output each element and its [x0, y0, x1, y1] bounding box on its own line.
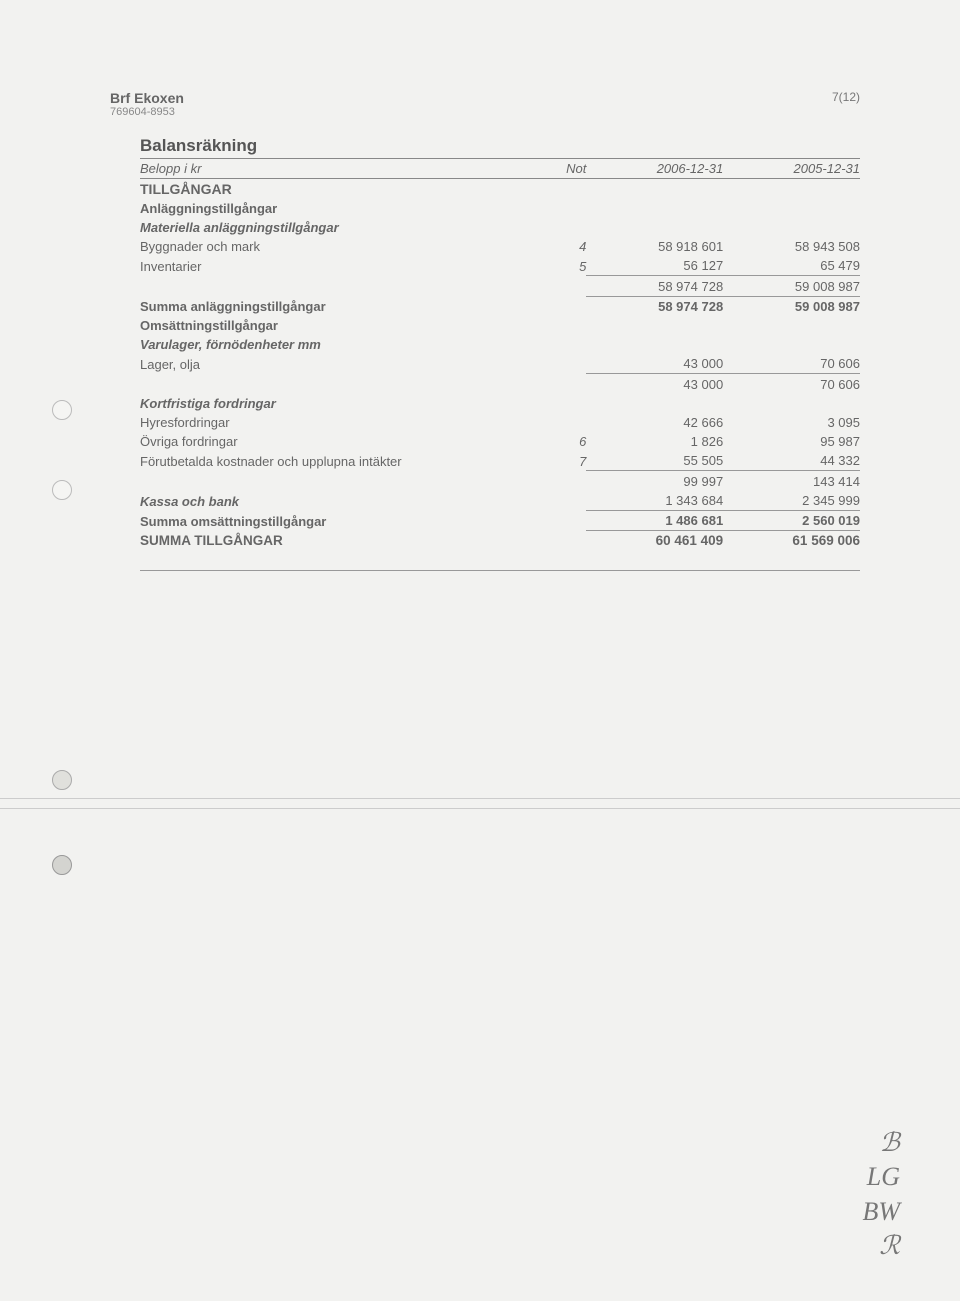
- row-v2: 61 569 006: [723, 531, 860, 551]
- hole-punch-icon: [52, 770, 72, 790]
- row-label: SUMMA TILLGÅNGAR: [140, 531, 529, 551]
- row-v2: 3 095: [723, 413, 860, 432]
- subtotal-v2: 70 606: [723, 374, 860, 395]
- subtotal-v1: 99 997: [586, 471, 723, 492]
- org-id: 769604-8953: [110, 106, 184, 118]
- signature-initial: BW: [862, 1198, 900, 1227]
- sum-anlaggning: Summa anläggningstillgångar 58 974 728 5…: [140, 297, 860, 317]
- row-v1: 43 000: [586, 354, 723, 374]
- section-tillgangar: TILLGÅNGAR: [140, 179, 860, 200]
- hole-punch-icon: [52, 855, 72, 875]
- row-v1: 55 505: [586, 451, 723, 471]
- subtotal-row: 99 997 143 414: [140, 471, 860, 492]
- sum-omsattning: Summa omsättningstillgångar 1 486 681 2 …: [140, 511, 860, 531]
- table-row: Inventarier 5 56 127 65 479: [140, 256, 860, 276]
- section-kortfristiga: Kortfristiga fordringar: [140, 394, 860, 413]
- col-header-not: Not: [529, 159, 587, 179]
- row-v2: 65 479: [723, 256, 860, 276]
- subtotal-v2: 143 414: [723, 471, 860, 492]
- row-v1: 58 918 601: [586, 237, 723, 256]
- section-varulager: Varulager, förnödenheter mm: [140, 335, 860, 354]
- table-row: Lager, olja 43 000 70 606: [140, 354, 860, 374]
- section-label: Varulager, förnödenheter mm: [140, 335, 529, 354]
- section-label: Materiella anläggningstillgångar: [140, 218, 529, 237]
- row-v2: 59 008 987: [723, 297, 860, 317]
- table-row: Övriga fordringar 6 1 826 95 987: [140, 432, 860, 451]
- report-title: Balansräkning: [140, 136, 860, 156]
- row-v2: 2 560 019: [723, 511, 860, 531]
- row-label: Hyresfordringar: [140, 413, 529, 432]
- section-materiella: Materiella anläggningstillgångar: [140, 218, 860, 237]
- row-v1: 56 127: [586, 256, 723, 276]
- row-v2: 58 943 508: [723, 237, 860, 256]
- table-row: Förutbetalda kostnader och upplupna intä…: [140, 451, 860, 471]
- table-header-row: Belopp i kr Not 2006-12-31 2005-12-31: [140, 159, 860, 179]
- row-label: Förutbetalda kostnader och upplupna intä…: [140, 451, 529, 471]
- signatures: ℬ LG BW ℛ: [862, 1123, 900, 1261]
- section-label: Omsättningstillgångar: [140, 316, 529, 335]
- table-row: Byggnader och mark 4 58 918 601 58 943 5…: [140, 237, 860, 256]
- row-label: Byggnader och mark: [140, 237, 529, 256]
- row-v2: 2 345 999: [723, 491, 860, 511]
- row-label: Lager, olja: [140, 354, 529, 374]
- page-number: 7(12): [832, 90, 860, 104]
- subtotal-v1: 43 000: [586, 374, 723, 395]
- row-v1: 42 666: [586, 413, 723, 432]
- subtotal-row: 58 974 728 59 008 987: [140, 276, 860, 297]
- scan-artifact-line: [0, 798, 960, 799]
- row-v1: 58 974 728: [586, 297, 723, 317]
- org-block: Brf Ekoxen 769604-8953: [110, 90, 184, 118]
- row-label: Summa omsättningstillgångar: [140, 511, 529, 531]
- signature-initial: ℛ: [862, 1232, 900, 1261]
- row-v1: 1 343 684: [586, 491, 723, 511]
- row-label: Summa anläggningstillgångar: [140, 297, 529, 317]
- section-omsattning: Omsättningstillgångar: [140, 316, 860, 335]
- table-row: Hyresfordringar 42 666 3 095: [140, 413, 860, 432]
- row-label: Inventarier: [140, 256, 529, 276]
- signature-initial: LG: [862, 1163, 900, 1192]
- section-anlaggning: Anläggningstillgångar: [140, 199, 860, 218]
- row-v2: 95 987: [723, 432, 860, 451]
- section-label: Anläggningstillgångar: [140, 199, 529, 218]
- row-kassa: Kassa och bank 1 343 684 2 345 999: [140, 491, 860, 511]
- page: Brf Ekoxen 769604-8953 7(12) Balansräkni…: [0, 0, 960, 571]
- row-label: Övriga fordringar: [140, 432, 529, 451]
- scan-artifact-line: [0, 808, 960, 809]
- col-header-y1: 2006-12-31: [586, 159, 723, 179]
- col-header-label: Belopp i kr: [140, 159, 529, 179]
- signature-initial: ℬ: [862, 1129, 900, 1158]
- row-v1: 1 486 681: [586, 511, 723, 531]
- org-name: Brf Ekoxen: [110, 90, 184, 106]
- subtotal-row: 43 000 70 606: [140, 374, 860, 395]
- row-not: 5: [529, 256, 587, 276]
- grand-total: SUMMA TILLGÅNGAR 60 461 409 61 569 006: [140, 531, 860, 551]
- row-not: 7: [529, 451, 587, 471]
- row-label: Kassa och bank: [140, 491, 529, 511]
- section-label: Kortfristiga fordringar: [140, 394, 529, 413]
- balance-sheet-table: Belopp i kr Not 2006-12-31 2005-12-31 TI…: [140, 158, 860, 550]
- row-not: 4: [529, 237, 587, 256]
- row-v1: 60 461 409: [586, 531, 723, 551]
- section-label: TILLGÅNGAR: [140, 179, 529, 200]
- row-v2: 44 332: [723, 451, 860, 471]
- subtotal-v2: 59 008 987: [723, 276, 860, 297]
- row-v1: 1 826: [586, 432, 723, 451]
- table-end-rule: [140, 570, 860, 571]
- subtotal-v1: 58 974 728: [586, 276, 723, 297]
- hole-punch-icon: [52, 480, 72, 500]
- page-header: Brf Ekoxen 769604-8953 7(12): [110, 90, 860, 118]
- row-v2: 70 606: [723, 354, 860, 374]
- content: Balansräkning Belopp i kr Not 2006-12-31…: [140, 136, 860, 571]
- hole-punch-icon: [52, 400, 72, 420]
- row-not: 6: [529, 432, 587, 451]
- col-header-y2: 2005-12-31: [723, 159, 860, 179]
